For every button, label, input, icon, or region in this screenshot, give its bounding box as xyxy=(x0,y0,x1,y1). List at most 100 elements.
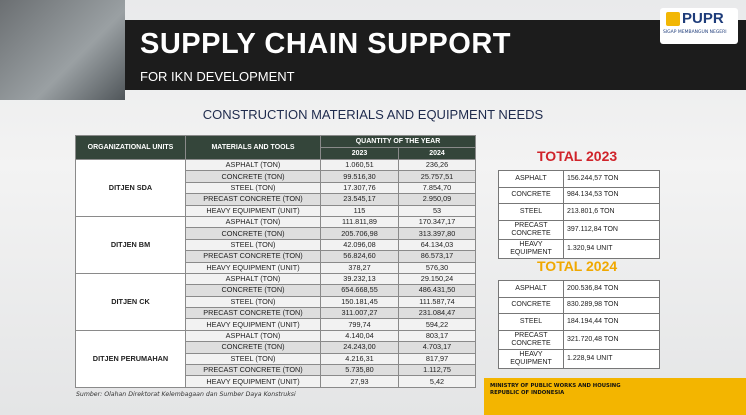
material-cell: ASPHALT (TON) xyxy=(185,215,321,229)
table-row: CONCRETE (TON) 24.243,00 4.703,17 xyxy=(76,341,476,354)
table-row: STEEL (TON) 42.096,08 64.134,03 xyxy=(76,238,476,252)
material-cell: ASPHALT (TON) xyxy=(185,158,321,172)
table-row: DITJEN PERUMAHAN ASPHALT (TON) 4.140,04 803… xyxy=(75,329,476,388)
total-label: STEEL xyxy=(498,313,564,331)
material-cell: PRECAST CONCRETE (TON) xyxy=(185,307,321,320)
material-cell: CONCRETE (TON) xyxy=(185,341,321,354)
material-cell: PRECAST CONCRETE (TON) xyxy=(185,250,321,263)
quantity-cell: 99.516,30 xyxy=(320,170,399,183)
quantity-cell: 311.007,27 xyxy=(320,307,399,320)
quantity-cell: 817,97 xyxy=(398,352,476,366)
table-row: PRECAST CONCRETE (TON) 311.007,27 231.084,… xyxy=(76,307,476,320)
quantity-cell: 5,42 xyxy=(398,375,476,388)
table-row: DITJEN BM ASPHALT (TON) 111.811,89 170.347,… xyxy=(75,215,476,274)
header-band xyxy=(125,20,746,90)
quantity-cell: 53 xyxy=(398,204,476,217)
quantity-cell: 2.950,09 xyxy=(398,193,476,206)
quantity-cell: 23.545,17 xyxy=(320,193,399,206)
quantity-cell: 4.703,17 xyxy=(398,341,476,354)
logo-icon xyxy=(666,12,680,26)
table-row: CONCRETE 830.289,98 TON xyxy=(498,296,660,314)
material-cell: STEEL (TON) xyxy=(185,238,321,252)
column-header: MATERIALS AND TOOLS xyxy=(185,135,321,160)
total-value: 984.134,53 TON xyxy=(563,186,660,204)
quantity-cell: 7.854,70 xyxy=(398,181,476,195)
table-row: PRECAST CONCRETE 397.112,84 TON xyxy=(498,219,660,240)
quantity-cell: 64.134,03 xyxy=(398,238,476,252)
unit-cell: DITJEN SDA xyxy=(75,159,186,217)
table-row: DITJEN SDA ASPHALT (TON) 1.060,51 236,26 xyxy=(75,158,476,217)
total-title: TOTAL 2024 xyxy=(537,258,618,274)
total-label: PRECAST CONCRETE xyxy=(498,329,564,350)
material-cell: HEAVY EQUIPMENT (UNIT) xyxy=(185,318,321,331)
table-row: HEAVY EQUIPMENT (UNIT) 27,93 5,42 xyxy=(76,375,476,388)
unit-cell: DITJEN BM xyxy=(75,215,186,274)
quantity-cell: 594,22 xyxy=(398,318,476,331)
material-cell: CONCRETE (TON) xyxy=(185,170,321,183)
header-photo xyxy=(0,0,125,100)
table-row: DITJEN CK ASPHALT (TON) 39.232,13 29.150,24 xyxy=(75,272,476,331)
quantity-cell: 42.096,08 xyxy=(320,238,399,252)
section-title: CONSTRUCTION MATERIALS AND EQUIPMENT NEE… xyxy=(202,107,544,122)
quantity-cell: 5.735,80 xyxy=(320,364,399,377)
table-row: HEAVY EQUIPMENT 1.320,94 UNIT xyxy=(498,238,660,259)
table-row: ASPHALT 156.244,57 TON xyxy=(498,170,660,188)
quantity-cell: 111.587,74 xyxy=(398,295,476,309)
quantity-cell: 170.347,17 xyxy=(398,215,476,229)
footer-band xyxy=(484,378,746,415)
total-label: ASPHALT xyxy=(498,170,564,188)
table-row: HEAVY EQUIPMENT 1.228,94 UNIT xyxy=(498,348,660,369)
year-header: 2024 xyxy=(398,147,476,160)
table-row: STEEL 213.801,6 TON xyxy=(498,203,660,221)
quantity-cell: 111.811,89 xyxy=(320,215,399,229)
total-value: 156.244,57 TON xyxy=(563,170,660,188)
total-title: TOTAL 2023 xyxy=(537,148,618,164)
quantity-cell: 17.307,76 xyxy=(320,181,399,195)
footer-line: MINISTRY OF PUBLIC WORKS AND HOUSING xyxy=(490,383,621,389)
table-row: STEEL 184.194,44 TON xyxy=(498,313,660,331)
quantity-cell: 1.060,51 xyxy=(320,158,399,172)
material-cell: STEEL (TON) xyxy=(185,295,321,309)
table-row: HEAVY EQUIPMENT (UNIT) 115 53 xyxy=(76,204,476,217)
quantity-cell: 231.084,47 xyxy=(398,307,476,320)
quantity-cell: 56.824,60 xyxy=(320,250,399,263)
material-cell: PRECAST CONCRETE (TON) xyxy=(185,193,321,206)
total-value: 1.320,94 UNIT xyxy=(563,238,660,259)
footer-text: MINISTRY OF PUBLIC WORKS AND HOUSING REPU… xyxy=(490,383,621,397)
total-label: STEEL xyxy=(498,203,564,221)
total-value: 321.720,48 TON xyxy=(563,329,660,350)
quantity-cell: 799,74 xyxy=(320,318,399,331)
material-cell: PRECAST CONCRETE (TON) xyxy=(185,364,321,377)
total-label: CONCRETE xyxy=(498,186,564,204)
quantity-cell: 39.232,13 xyxy=(320,272,399,286)
total-label: ASPHALT xyxy=(498,280,564,298)
material-cell: ASPHALT (TON) xyxy=(185,272,321,286)
quantity-cell: 4.216,31 xyxy=(320,352,399,366)
total-value: 213.801,6 TON xyxy=(563,203,660,221)
material-cell: CONCRETE (TON) xyxy=(185,284,321,297)
material-cell: HEAVY EQUIPMENT (UNIT) xyxy=(185,261,321,274)
footer-line: REPUBLIC OF INDONESIA xyxy=(490,390,565,396)
quantity-cell: 1.112,75 xyxy=(398,364,476,377)
column-header: ORGANIZATIONAL UNITS xyxy=(75,135,186,160)
quantity-cell: 205.706,98 xyxy=(320,227,399,240)
total-label: HEAVY EQUIPMENT xyxy=(498,238,564,259)
quantity-cell: 150.181,45 xyxy=(320,295,399,309)
table-row: PRECAST CONCRETE 321.720,48 TON xyxy=(498,329,660,350)
quantity-cell: 24.243,00 xyxy=(320,341,399,354)
logo-tagline: SIGAP MEMBANGUN NEGERI xyxy=(663,30,727,35)
total-label: CONCRETE xyxy=(498,296,564,314)
quantity-cell: 576,30 xyxy=(398,261,476,274)
material-cell: STEEL (TON) xyxy=(185,352,321,366)
quantity-cell: 486.431,50 xyxy=(398,284,476,297)
total-value: 1.228,94 UNIT xyxy=(563,348,660,369)
table-row: STEEL (TON) 4.216,31 817,97 xyxy=(76,352,476,366)
quantity-cell: 27,93 xyxy=(320,375,399,388)
table-row: CONCRETE (TON) 205.706,98 313.397,80 xyxy=(76,227,476,240)
table-row: ASPHALT 200.536,84 TON xyxy=(498,280,660,298)
quantity-cell: 803,17 xyxy=(398,329,476,343)
total-value: 184.194,44 TON xyxy=(563,313,660,331)
total-table: ASPHALT 156.244,57 TON CONCRETE 984.134,53 … xyxy=(498,170,660,259)
materials-table: ORGANIZATIONAL UNITS MATERIALS AND TOOLS Q… xyxy=(75,135,476,388)
